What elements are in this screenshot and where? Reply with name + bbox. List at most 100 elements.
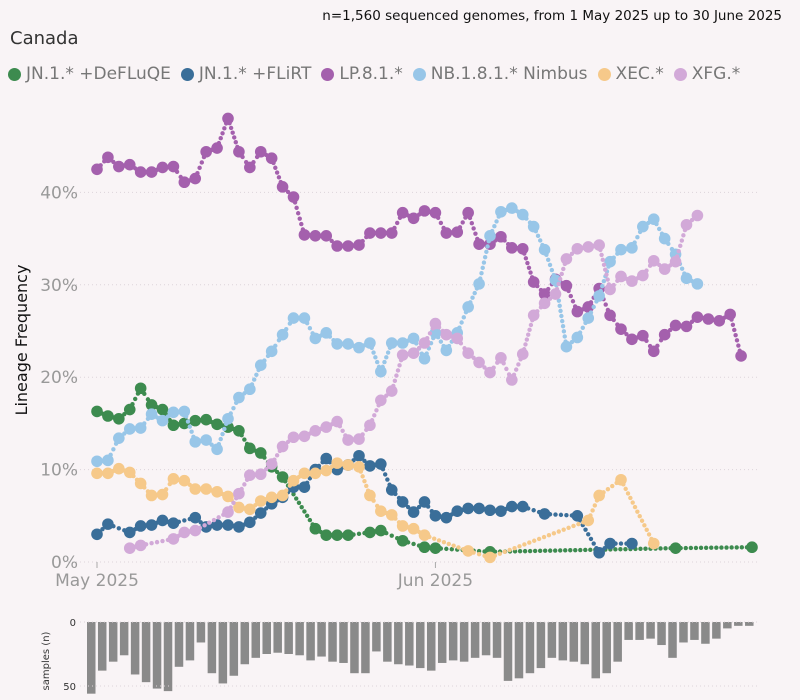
connector-dot — [678, 243, 683, 249]
connector-dot — [578, 547, 583, 553]
connector-dot — [546, 533, 552, 538]
connector-dot — [374, 408, 379, 413]
connector-dot — [571, 523, 576, 529]
connector-dot — [527, 327, 532, 333]
data-point — [462, 347, 474, 359]
connector-dot — [703, 545, 709, 550]
connector-dot — [562, 334, 567, 339]
data-point — [200, 145, 212, 158]
connector-dot — [588, 547, 593, 553]
sample-bar — [580, 622, 590, 665]
connector-dot — [561, 329, 567, 334]
data-point — [462, 301, 474, 313]
sample-bar — [613, 622, 622, 662]
data-point — [102, 454, 114, 467]
connector-dot — [392, 378, 398, 383]
connector-dot — [524, 337, 530, 342]
data-point — [375, 524, 387, 537]
data-point — [167, 473, 180, 485]
data-point — [647, 537, 660, 550]
data-point — [211, 142, 223, 154]
connector-dot — [517, 544, 522, 549]
connector-dot — [522, 548, 528, 554]
sample-bar — [196, 622, 206, 643]
legend-item-xec[interactable]: XEC.* — [597, 64, 664, 84]
sample-bar — [306, 622, 315, 661]
data-point — [691, 311, 704, 323]
legend-marker — [180, 67, 194, 81]
data-point — [462, 502, 474, 515]
connector-dot — [405, 504, 411, 510]
data-point — [156, 414, 169, 427]
connector-dot — [563, 548, 568, 553]
legend-item-jn1-defluqe[interactable]: JN.1.* +DeFLuQE — [8, 64, 171, 84]
connector-dot — [559, 313, 564, 319]
data-point — [353, 449, 365, 462]
data-point — [309, 424, 322, 437]
connector-dot — [502, 549, 507, 555]
data-point — [309, 230, 322, 242]
connector-dot — [456, 545, 461, 550]
data-point — [473, 278, 485, 290]
connector-dot — [522, 542, 527, 547]
data-point — [516, 208, 529, 221]
legend-item-nb181-nimbus[interactable]: NB.1.8.1.* Nimbus — [412, 64, 588, 84]
data-point — [506, 500, 518, 513]
sample-bar — [679, 622, 688, 643]
data-point — [604, 283, 616, 296]
data-point — [538, 297, 551, 310]
connector-dot — [211, 517, 217, 523]
connector-dot — [553, 512, 558, 517]
connector-dot — [385, 350, 391, 355]
sample-bar — [108, 622, 118, 662]
connector-dot — [374, 359, 380, 365]
data-point — [658, 232, 671, 245]
sample-bar — [218, 622, 228, 684]
connector-dot — [149, 541, 154, 546]
legend-label: LP.8.1.* — [339, 64, 403, 84]
data-point — [91, 163, 103, 176]
connector-dot — [561, 266, 566, 272]
data-point — [331, 240, 343, 252]
data-point — [680, 272, 693, 285]
connector-dot — [472, 290, 477, 296]
sample-bar — [328, 622, 337, 662]
connector-dot — [523, 342, 528, 347]
data-point — [495, 206, 507, 218]
data-point — [418, 496, 431, 508]
data-point — [167, 517, 180, 529]
connector-dot — [297, 216, 302, 221]
connector-dot — [492, 224, 497, 229]
connector-dot — [618, 547, 623, 552]
connector-dot — [639, 518, 645, 523]
data-point — [418, 352, 431, 365]
data-point — [233, 145, 245, 158]
data-point — [298, 481, 311, 493]
connector-dot — [470, 295, 475, 300]
data-point — [364, 460, 376, 472]
connector-dot — [451, 543, 456, 548]
data-point — [102, 467, 114, 480]
connector-dot — [514, 367, 519, 372]
data-point — [287, 431, 300, 444]
connector-dot — [373, 355, 378, 360]
connector-dot — [623, 486, 628, 492]
data-point — [516, 348, 529, 360]
connector-dot — [504, 366, 509, 372]
connector-dot — [364, 483, 369, 489]
connector-dot — [532, 548, 538, 554]
series-group — [123, 209, 704, 554]
data-point — [134, 520, 147, 532]
legend-item-jn1-flirt[interactable]: JN.1.* +FLiRT — [180, 64, 311, 84]
data-point — [91, 455, 103, 468]
data-point — [244, 161, 256, 174]
connector-dot — [395, 368, 401, 373]
connector-dot — [547, 548, 553, 553]
data-point — [189, 511, 202, 524]
legend-item-xfg[interactable]: XFG.* — [673, 64, 740, 84]
data-point — [113, 412, 125, 425]
legend-item-lp81[interactable]: LP.8.1.* — [321, 64, 403, 84]
connector-dot — [605, 277, 610, 282]
data-point — [254, 447, 267, 459]
connector-dot — [536, 536, 542, 542]
